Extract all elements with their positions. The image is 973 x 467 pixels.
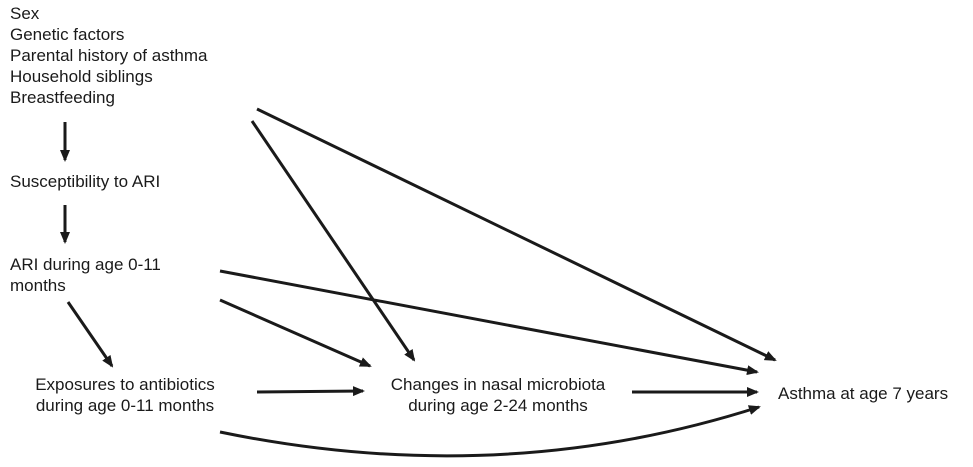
confounder-parental-history: Parental history of asthma xyxy=(10,46,208,65)
node-confounders: Sex Genetic factors Parental history of … xyxy=(10,3,207,108)
susceptibility-label: Susceptibility to ARI xyxy=(10,172,161,191)
microbiota-label-line-1: Changes in nasal microbiota xyxy=(390,375,606,394)
confounder-sex: Sex xyxy=(10,4,40,23)
microbiota-label-line-2: during age 2-24 months xyxy=(408,396,588,415)
ari-label-line-1: ARI during age 0-11 xyxy=(10,255,161,274)
ari-label-line-2: months xyxy=(10,276,66,295)
arrow-ari-to-antibiotics xyxy=(66,301,114,368)
node-antibiotics: Exposures to antibiotics during age 0-11… xyxy=(10,374,240,416)
antibiotics-label-line-2: during age 0-11 months xyxy=(35,396,215,415)
node-microbiota: Changes in nasal microbiota during age 2… xyxy=(378,374,618,416)
arrow-antibiotics-to-microbiota xyxy=(256,386,365,397)
arrow-ari-to-asthma xyxy=(219,269,759,376)
confounder-genetic-factors: Genetic factors xyxy=(10,25,125,44)
arrow-antibiotics-to-asthma xyxy=(219,405,761,458)
confounder-breastfeeding: Breastfeeding xyxy=(10,88,115,107)
confounder-household-siblings: Household siblings xyxy=(10,67,153,86)
node-susceptibility: Susceptibility to ARI xyxy=(10,171,160,192)
arrow-ari-to-microbiota xyxy=(219,298,372,368)
arrow-confounders-to-asthma xyxy=(256,107,777,362)
antibiotics-label-line-1: Exposures to antibiotics xyxy=(35,375,215,394)
node-asthma: Asthma at age 7 years xyxy=(778,383,948,404)
node-ari: ARI during age 0-11 months xyxy=(10,254,161,296)
arrow-confounders-to-microbiota xyxy=(250,120,416,362)
asthma-label: Asthma at age 7 years xyxy=(778,384,949,403)
